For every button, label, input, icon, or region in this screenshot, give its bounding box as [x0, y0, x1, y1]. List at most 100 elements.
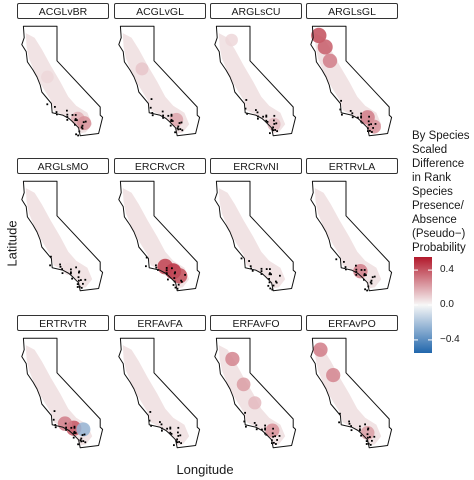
range-footprint — [218, 188, 286, 289]
panel-erfavfo — [214, 337, 297, 449]
occurrence-point — [166, 427, 168, 430]
panel-title: ERCRvCR — [114, 158, 206, 174]
occurrence-point — [174, 131, 176, 134]
hotspot-cell — [170, 424, 183, 437]
occurrence-point — [335, 258, 338, 261]
range-footprint — [122, 33, 190, 134]
occurrence-point — [244, 107, 247, 110]
occurrence-point — [81, 127, 84, 130]
occurrence-point — [155, 266, 158, 269]
occurrence-point — [169, 426, 172, 429]
occurrence-point — [355, 273, 358, 276]
occurrence-point — [55, 111, 58, 113]
state-outline — [214, 180, 297, 292]
occurrence-point — [273, 441, 275, 444]
occurrence-point — [54, 424, 57, 426]
range-footprint — [218, 345, 286, 446]
hotspot-cell — [77, 116, 92, 131]
occurrence-point — [80, 279, 82, 281]
legend-tick-label: 0.0 — [440, 299, 454, 310]
occurrence-point — [274, 129, 276, 131]
occurrence-point — [145, 256, 148, 259]
occurrence-point — [64, 422, 67, 425]
occurrence-point — [78, 270, 81, 273]
occurrence-point — [66, 113, 69, 116]
occurrence-point — [171, 120, 174, 122]
occurrence-point — [268, 281, 271, 284]
occurrence-point — [162, 116, 164, 119]
occurrence-point — [167, 114, 170, 117]
occurrence-point — [374, 123, 377, 125]
occurrence-point — [84, 120, 87, 123]
range-footprint — [314, 188, 382, 289]
occurrence-point — [255, 424, 258, 427]
occurrence-point — [363, 274, 366, 277]
occurrence-point — [255, 428, 258, 431]
occurrence-point — [351, 116, 354, 119]
occurrence-point — [170, 118, 173, 121]
panel-title: ACGLvGL — [114, 3, 206, 19]
panel-title: ERTRvLA — [306, 158, 398, 174]
occurrence-point — [278, 435, 281, 437]
panel-title: ERCRvNI — [210, 158, 302, 174]
occurrence-point — [275, 281, 278, 284]
occurrence-point — [181, 280, 183, 283]
occurrence-point — [363, 269, 366, 271]
occurrence-point — [180, 279, 182, 282]
occurrence-point — [365, 274, 367, 277]
panel-arglsgl — [310, 25, 393, 137]
occurrence-point — [355, 268, 358, 271]
occurrence-point — [173, 272, 176, 275]
occurrence-point — [373, 435, 376, 438]
occurrence-point — [161, 110, 164, 113]
occurrence-point — [251, 269, 254, 272]
hotspot-cell — [225, 33, 238, 47]
hotspot-cell — [313, 342, 328, 357]
occurrence-point — [272, 284, 275, 287]
occurrence-point — [265, 115, 268, 118]
range-footprint — [25, 345, 93, 446]
state-outline — [118, 25, 201, 137]
occurrence-point — [266, 120, 269, 123]
occurrence-point — [66, 116, 69, 118]
occurrence-point — [364, 288, 366, 291]
occurrence-point — [369, 443, 372, 446]
legend-tick-label: −0.4 — [440, 333, 460, 345]
occurrence-point — [145, 265, 147, 268]
occurrence-point — [180, 121, 183, 124]
occurrence-point — [50, 255, 52, 258]
occurrence-point — [249, 265, 252, 268]
occurrence-point — [271, 288, 274, 291]
occurrence-point — [171, 267, 173, 270]
occurrence-point — [178, 122, 181, 124]
occurrence-point — [149, 411, 152, 413]
occurrence-point — [339, 412, 341, 415]
occurrence-point — [264, 424, 266, 427]
occurrence-point — [170, 113, 173, 116]
panel-arglsmo — [21, 180, 104, 292]
occurrence-point — [173, 277, 176, 279]
panel-title: ERTRvTR — [17, 315, 109, 331]
occurrence-point — [366, 289, 368, 292]
occurrence-point — [264, 427, 266, 430]
occurrence-point — [364, 423, 366, 426]
occurrence-point — [368, 115, 370, 118]
occurrence-point — [355, 271, 358, 273]
occurrence-point — [177, 128, 180, 131]
occurrence-point — [169, 427, 172, 430]
occurrence-point — [174, 286, 177, 289]
occurrence-point — [81, 124, 84, 127]
occurrence-point — [275, 122, 278, 125]
panel-title: ACGLvBR — [17, 3, 109, 19]
occurrence-point — [161, 429, 163, 432]
occurrence-point — [272, 427, 274, 430]
occurrence-point — [276, 439, 278, 441]
occurrence-point — [177, 125, 180, 128]
occurrence-point — [176, 438, 178, 441]
range-footprint — [25, 33, 93, 134]
occurrence-point — [162, 114, 164, 117]
hotspot-cell — [135, 62, 149, 76]
occurrence-point — [246, 112, 248, 115]
occurrence-point — [270, 273, 272, 276]
